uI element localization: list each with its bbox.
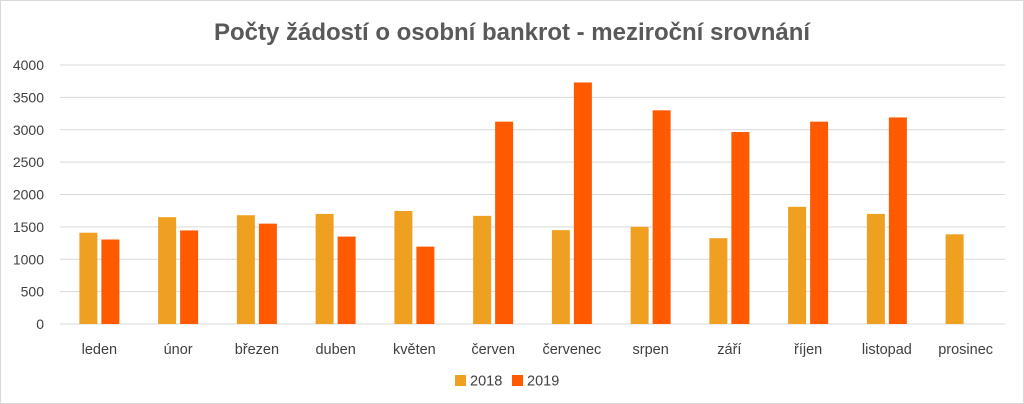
bar-2018-červenec bbox=[551, 230, 570, 324]
bar-2019-srpen bbox=[652, 110, 671, 324]
y-tick-label: 1000 bbox=[13, 251, 44, 267]
bar-2018-únor bbox=[158, 217, 177, 324]
bar-2019-listopad bbox=[888, 117, 907, 324]
x-category-label: srpen bbox=[632, 342, 668, 358]
bar-2019-září bbox=[731, 132, 750, 324]
y-tick-label: 1500 bbox=[13, 219, 44, 235]
x-category-label: listopad bbox=[862, 342, 912, 358]
chart-title: Počty žádostí o osobní bankrot - meziroč… bbox=[214, 19, 811, 46]
x-axis-labels: leden únor březen duben květen červen červenec… bbox=[82, 342, 993, 358]
legend: 2018 2019 bbox=[455, 374, 559, 390]
legend-label: 2019 bbox=[527, 374, 559, 390]
bar-2018-říjen bbox=[788, 206, 807, 324]
x-category-label: červenec bbox=[542, 342, 601, 358]
y-tick-label: 0 bbox=[36, 316, 44, 332]
bars bbox=[79, 82, 964, 324]
y-tick-label: 4000 bbox=[13, 57, 44, 73]
bar-2019-leden bbox=[101, 239, 120, 324]
y-tick-label: 500 bbox=[21, 284, 45, 300]
y-tick-label: 2000 bbox=[13, 187, 44, 203]
bar-2018-srpen bbox=[630, 226, 649, 324]
legend-label: 2018 bbox=[470, 374, 502, 390]
x-category-label: duben bbox=[315, 342, 355, 358]
y-tick-label: 3500 bbox=[13, 89, 44, 105]
y-tick-label: 2500 bbox=[13, 154, 44, 170]
bar-2018-květen bbox=[394, 211, 413, 324]
x-category-label: březen bbox=[235, 342, 279, 358]
bar-2019-únor bbox=[180, 230, 199, 324]
x-category-label: únor bbox=[164, 342, 193, 358]
bar-2018-červen bbox=[473, 215, 492, 324]
y-tick-label: 3000 bbox=[13, 122, 44, 138]
gridlines bbox=[60, 64, 1005, 325]
y-axis-ticks: 0 500 1000 1500 2000 2500 3000 3500 4000 bbox=[13, 57, 44, 332]
bar-2018-září bbox=[709, 238, 728, 324]
bar-2018-březen bbox=[236, 215, 255, 324]
bar-2018-leden bbox=[79, 232, 98, 324]
x-category-label: květen bbox=[393, 342, 436, 358]
bar-2019-červen bbox=[495, 121, 514, 324]
bar-2018-listopad bbox=[866, 213, 885, 324]
legend-swatch-2018 bbox=[455, 375, 466, 386]
x-category-label: červen bbox=[471, 342, 515, 358]
legend-swatch-2019 bbox=[512, 375, 523, 386]
bar-2019-duben bbox=[337, 236, 356, 324]
bar-2019-říjen bbox=[810, 121, 829, 324]
bar-2019-červenec bbox=[573, 82, 592, 324]
x-category-label: říjen bbox=[794, 342, 822, 358]
bar-2018-duben bbox=[315, 213, 334, 324]
x-category-label: leden bbox=[82, 342, 117, 358]
x-category-label: září bbox=[717, 342, 741, 358]
bar-2019-březen bbox=[258, 223, 277, 324]
bar-2018-prosinec bbox=[945, 234, 964, 324]
x-category-label: prosinec bbox=[938, 342, 993, 358]
bar-2019-květen bbox=[416, 246, 435, 324]
